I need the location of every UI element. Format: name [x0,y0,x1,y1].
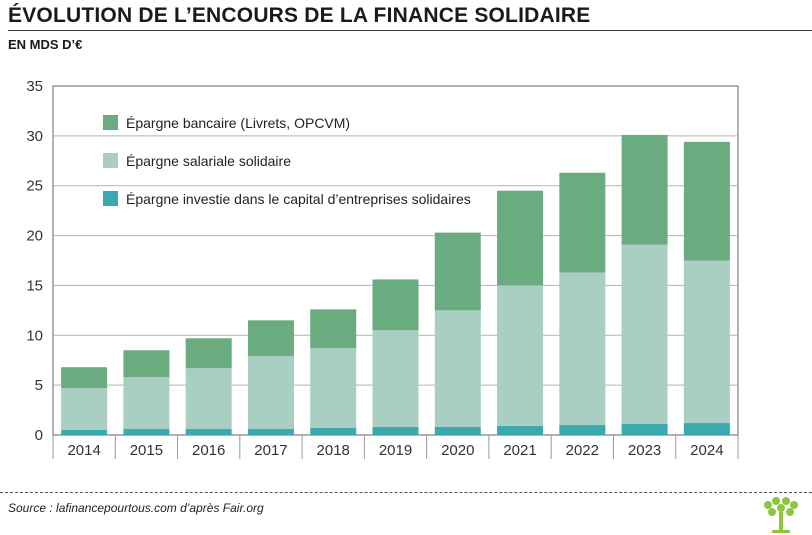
bar-segment [621,244,668,425]
bar-segment [123,429,170,435]
x-tick-label: 2021 [503,442,536,459]
legend-swatch [103,191,118,206]
y-tick-label: 5 [35,377,43,394]
bar-segment [123,350,170,378]
bar-segment [247,320,294,357]
x-tick-label: 2014 [67,442,100,459]
x-tick-label: 2023 [628,442,661,459]
x-tick-label: 2024 [690,442,723,459]
x-tick-label: 2015 [130,442,163,459]
legend-label: Épargne investie dans le capital d’entre… [126,191,471,207]
bar-segment [185,338,232,369]
source-rule [0,492,812,493]
bar-segment [247,356,294,430]
bar-segment [185,429,232,435]
bar-segment [310,309,357,349]
bar-segment [372,427,419,435]
bar-segment [123,377,170,430]
y-tick-label: 10 [26,327,43,344]
source-note: Source : lafinancepourtous.com d’après F… [8,501,264,515]
x-tick-label: 2016 [192,442,225,459]
stacked-bar-chart: 0 5 10 15 20 25 30 35 2014 2015 2016 2017 2018 2019 20… [26,78,739,459]
legend-swatch [103,153,118,168]
bar-segment [683,423,730,435]
x-tick-label: 2022 [566,442,599,459]
bar-segment [310,348,357,429]
bar-segment [559,272,606,426]
legend-label: Épargne bancaire (Livrets, OPCVM) [126,115,350,131]
x-tick-label: 2020 [441,442,474,459]
bar-segment [621,424,668,435]
bar-segment [683,141,730,261]
y-tick-label: 25 [26,178,43,195]
bar-segment [683,260,730,424]
legend-layer: Épargne bancaire (Livrets, OPCVM) Épargne… [103,115,471,207]
bar-segment [434,232,481,311]
bar-segment [372,279,419,331]
legend-label: Épargne salariale solidaire [126,153,291,169]
legend-swatch [103,115,118,130]
bar-segment [61,430,108,435]
y-tick-label: 35 [26,78,43,95]
bar-segment [372,330,419,428]
x-tick-label: 2019 [379,442,412,459]
bar-segment [559,425,606,435]
tree-logo-icon [764,497,798,533]
bar-segment [497,190,544,286]
y-tick-label: 20 [26,228,43,245]
y-tick-label: 15 [26,277,43,294]
y-tick-label: 30 [26,128,43,145]
bar-segment [61,388,108,431]
bar-segment [434,310,481,428]
bar-segment [621,134,668,245]
x-tick-label: 2018 [317,442,350,459]
bar-segment [497,285,544,427]
bar-layer [61,134,730,435]
bar-segment [247,429,294,435]
bar-segment [61,367,108,389]
chart-title: ÉVOLUTION DE L’ENCOURS DE LA FINANCE SOL… [8,4,591,27]
bar-segment [559,172,606,273]
bar-segment [185,368,232,430]
unit-label: EN MDS D’€ [8,37,83,52]
title-rule [8,30,812,31]
bar-segment [497,426,544,435]
x-tick-label: 2017 [254,442,287,459]
bar-segment [434,427,481,435]
y-tick-label: 0 [35,427,43,444]
bar-segment [310,428,357,435]
axis-layer: 0 5 10 15 20 25 30 35 2014 2015 2016 2017 2018 2019 20… [26,78,739,459]
